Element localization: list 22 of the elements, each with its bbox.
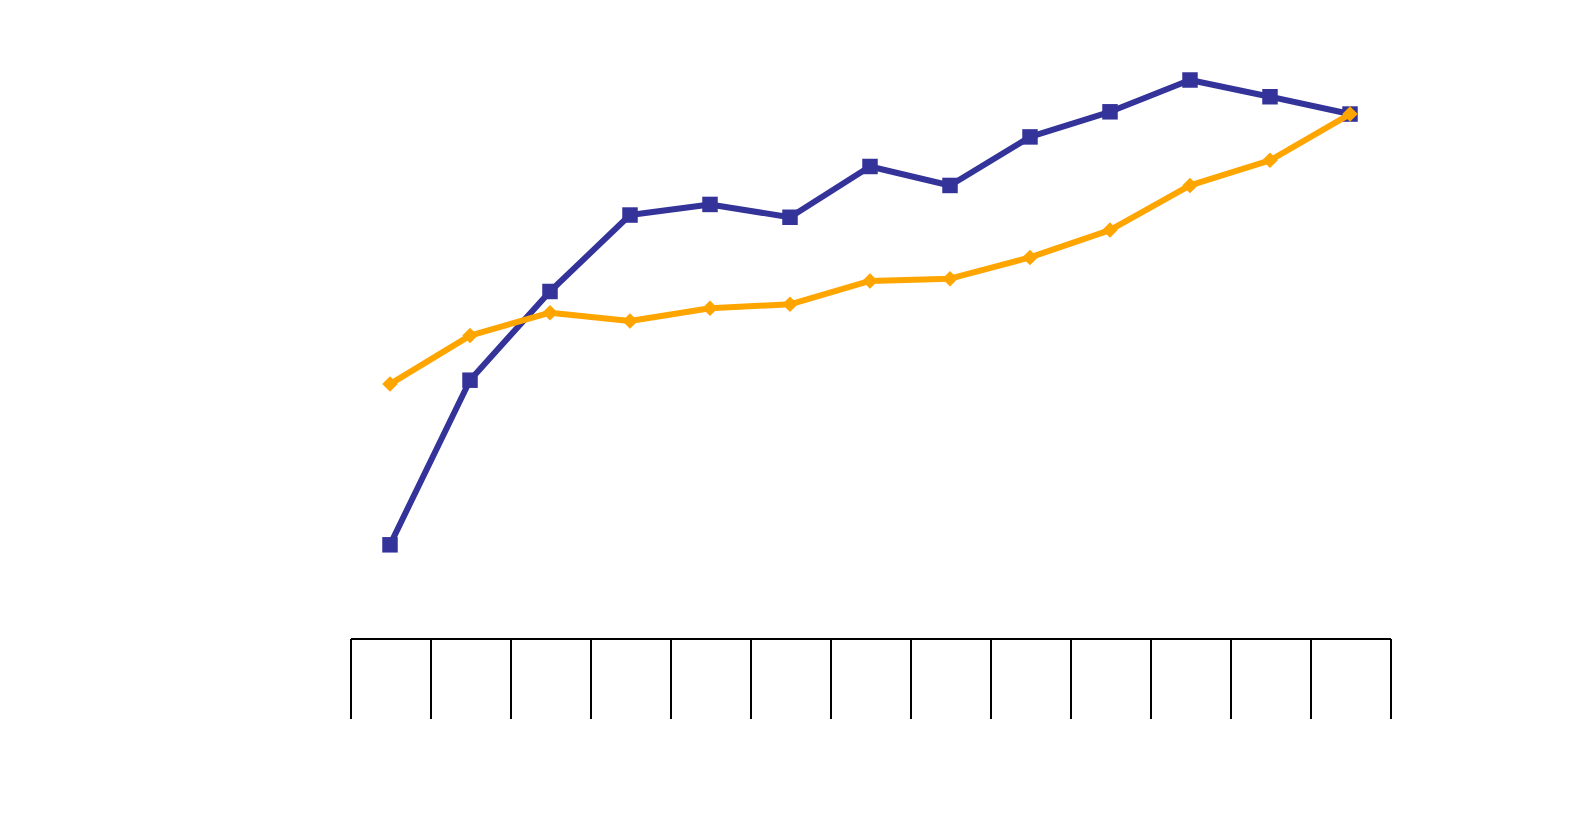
point [1102, 222, 1118, 238]
point [462, 327, 478, 344]
point [942, 177, 958, 194]
point [1022, 249, 1038, 266]
point [542, 283, 558, 300]
point [862, 273, 878, 289]
point [1262, 88, 1278, 105]
point [782, 296, 798, 313]
point [702, 196, 718, 213]
point [1182, 72, 1198, 88]
point [1262, 152, 1278, 169]
point [622, 207, 638, 223]
point [1182, 177, 1198, 194]
point [542, 304, 558, 321]
point [782, 209, 798, 226]
point [1102, 104, 1118, 120]
point [862, 158, 878, 175]
point [622, 313, 638, 329]
point [462, 372, 478, 388]
point [382, 376, 398, 392]
point [382, 537, 398, 553]
point [1022, 129, 1038, 145]
